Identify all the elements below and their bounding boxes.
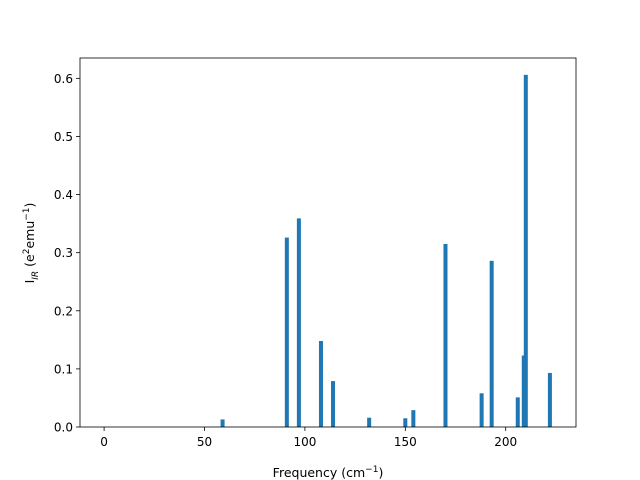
bars-group: [220, 74, 552, 428]
y-axis-ticks: 0.0 0.1 0.2 0.3 0.4 0.5 0.6: [54, 72, 80, 435]
x-axis-ticks: 0 50 100 150 200: [100, 427, 517, 449]
bar: [318, 340, 323, 427]
bar: [220, 419, 225, 427]
bar: [521, 355, 526, 427]
y-tick-label: 0.3: [54, 246, 73, 260]
x-tick-label: 150: [394, 435, 417, 449]
plot-area-frame: [79, 57, 577, 428]
x-tick-label: 200: [494, 435, 517, 449]
x-tick-label: 50: [197, 435, 212, 449]
bar: [479, 393, 484, 427]
bar: [403, 418, 408, 427]
y-tick-label: 0.4: [54, 188, 73, 202]
y-tick-label: 0.6: [54, 72, 73, 86]
x-tick-label: 100: [293, 435, 316, 449]
x-axis-label: Frequency (cm−1): [273, 465, 384, 480]
x-tick-label: 0: [100, 435, 108, 449]
bar: [367, 417, 372, 427]
bar: [489, 260, 494, 427]
bar: [284, 237, 289, 427]
bar: [296, 218, 301, 427]
y-tick-label: 0.1: [54, 362, 73, 376]
y-tick-label: 0.2: [54, 304, 73, 318]
y-tick-label: 0.0: [54, 421, 73, 435]
bar: [331, 381, 336, 427]
y-tick-label: 0.5: [54, 130, 73, 144]
bar: [411, 410, 416, 427]
bar: [547, 372, 552, 427]
bar: [443, 243, 448, 427]
bar: [515, 397, 520, 427]
y-axis-label: IIR (e2emu−1): [22, 203, 41, 284]
bar: [523, 74, 528, 428]
